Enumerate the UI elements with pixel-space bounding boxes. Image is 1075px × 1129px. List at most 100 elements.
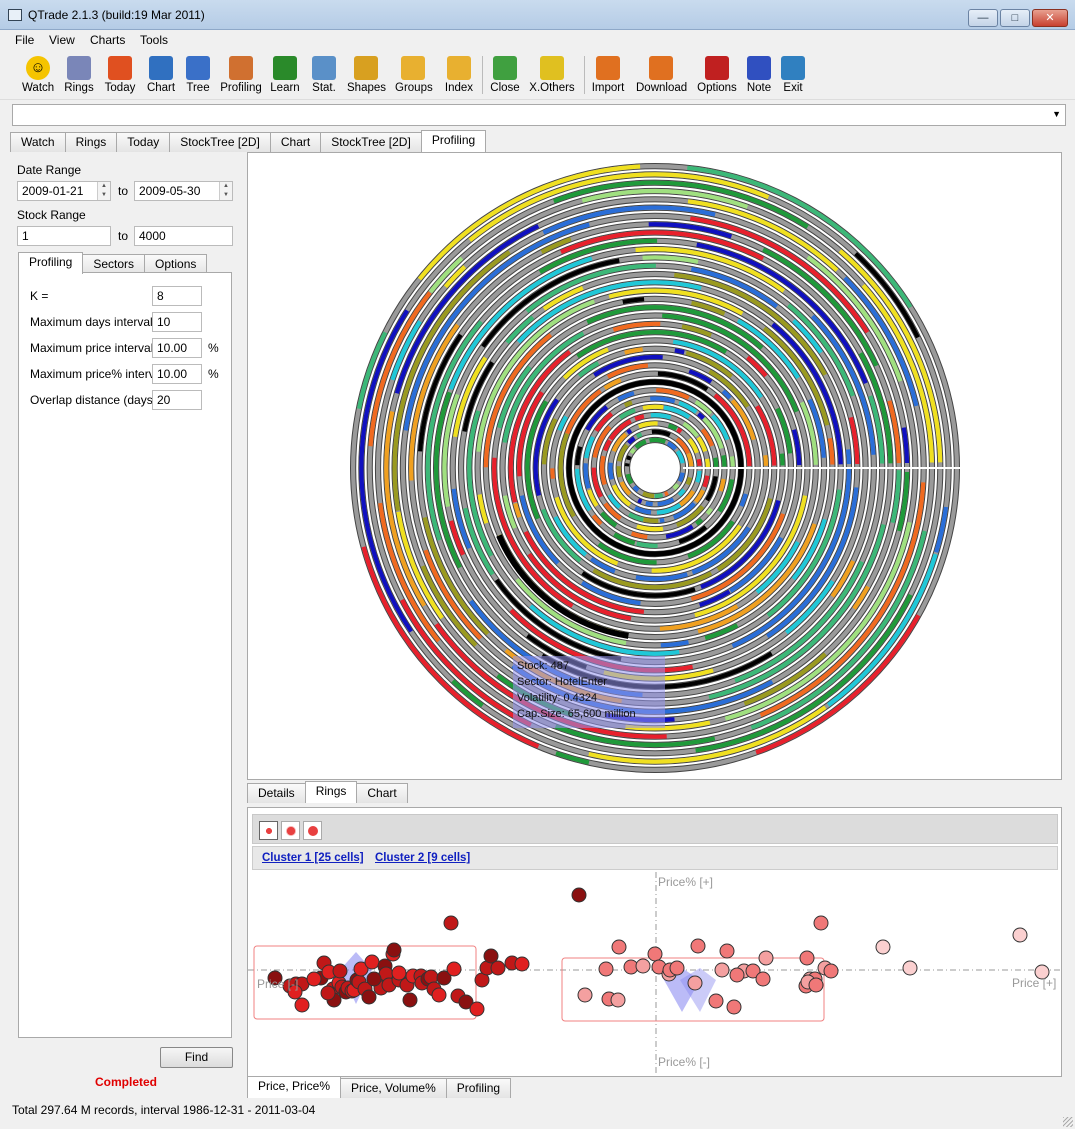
lower-tab-rings[interactable]: Rings	[304, 781, 358, 803]
ring-segment[interactable]	[453, 356, 488, 438]
ring-segment[interactable]	[629, 447, 636, 455]
ring-segment[interactable]	[467, 410, 494, 557]
ring-segment[interactable]	[607, 493, 622, 509]
ring-segment[interactable]	[442, 393, 460, 507]
shapes-toolbar-button[interactable]: Shapes	[347, 56, 386, 98]
ring-segment[interactable]	[645, 501, 653, 507]
ring-segment[interactable]	[575, 468, 592, 512]
ring-segment[interactable]	[694, 495, 808, 618]
ring-segment[interactable]	[635, 247, 786, 293]
ring-segment[interactable]	[628, 512, 644, 522]
cluster-2-point[interactable]	[758, 950, 774, 966]
ring-segment[interactable]	[581, 571, 696, 598]
ring-segment[interactable]	[554, 496, 619, 566]
ring-segment[interactable]	[674, 348, 685, 355]
tab-stocktree-2d[interactable]: StockTree [2D]	[320, 132, 422, 152]
ring-segment[interactable]	[651, 524, 742, 573]
close-toolbar-button[interactable]: Close	[489, 56, 521, 98]
lower-tab-chart[interactable]: Chart	[356, 783, 408, 803]
ring-segment[interactable]	[766, 489, 842, 618]
ring-segment[interactable]	[505, 315, 535, 344]
ring-segment[interactable]	[594, 411, 614, 433]
ring-segment[interactable]	[635, 572, 688, 582]
ring-segment[interactable]	[730, 399, 756, 441]
ring-segment[interactable]	[608, 462, 614, 480]
cluster-1-link[interactable]: Cluster 1 [25 cells]	[262, 852, 364, 864]
ring-segment[interactable]	[678, 400, 698, 414]
ring-segment[interactable]	[656, 503, 682, 515]
ring-segment[interactable]	[659, 604, 739, 631]
ring-segment[interactable]	[690, 513, 785, 601]
ring-segment[interactable]	[583, 463, 591, 489]
tab-watch[interactable]: Watch	[10, 132, 66, 152]
ring-segment[interactable]	[667, 423, 678, 431]
ring-segment[interactable]	[755, 541, 800, 594]
cluster-2-point[interactable]	[687, 975, 703, 991]
ring-segment[interactable]	[687, 520, 735, 559]
subtab-sectors[interactable]: Sectors	[82, 254, 146, 274]
ring-segment[interactable]	[576, 330, 728, 359]
ring-segment[interactable]	[553, 180, 809, 229]
ring-segment[interactable]	[603, 378, 622, 390]
ring-segment[interactable]	[451, 488, 472, 550]
ring-segment[interactable]	[529, 604, 680, 656]
ring-segment[interactable]	[384, 411, 427, 607]
ring-segment[interactable]	[642, 491, 655, 499]
ring-segment[interactable]	[624, 347, 643, 355]
ring-segment[interactable]	[690, 266, 779, 309]
ring-segment[interactable]	[664, 491, 669, 497]
ring-segment[interactable]	[565, 389, 602, 435]
cluster-1-point[interactable]	[364, 954, 380, 970]
date-from-field[interactable]: 2009-01-21 ▲ ▼	[17, 181, 111, 201]
ring-segment[interactable]	[711, 414, 730, 441]
ring-segment[interactable]	[616, 466, 622, 478]
ring-segment[interactable]	[691, 300, 726, 316]
ring-segment[interactable]	[613, 532, 636, 546]
ring-segment[interactable]	[494, 578, 622, 662]
ring-segment[interactable]	[588, 705, 827, 764]
ring-segment[interactable]	[542, 418, 558, 465]
ring-segment[interactable]	[589, 557, 616, 574]
ring-segment[interactable]	[462, 361, 495, 432]
ring-segment[interactable]	[392, 250, 511, 511]
ring-segment[interactable]	[705, 476, 718, 502]
ring-segment[interactable]	[674, 272, 827, 376]
ring-segment[interactable]	[696, 436, 708, 453]
cluster-1-point[interactable]	[287, 984, 303, 1000]
ring-segment[interactable]	[606, 363, 649, 379]
ring-segment[interactable]	[696, 458, 702, 467]
ring-segment[interactable]	[519, 495, 560, 565]
cluster-view-solid-icon[interactable]	[303, 821, 322, 840]
cluster-2-point[interactable]	[635, 958, 651, 974]
ring-segment[interactable]	[799, 401, 818, 465]
ring-segment[interactable]	[542, 205, 716, 235]
ring-segment[interactable]	[603, 439, 612, 452]
ring-segment[interactable]	[861, 283, 934, 463]
ring-segment[interactable]	[508, 350, 572, 503]
ring-segment[interactable]	[666, 441, 678, 451]
ring-segment[interactable]	[451, 679, 484, 708]
ring-segment[interactable]	[718, 478, 726, 492]
ring-segment[interactable]	[695, 593, 913, 753]
ring-segment[interactable]	[597, 542, 657, 565]
cluster-1-point[interactable]	[483, 948, 499, 964]
cluster-2-point[interactable]	[729, 967, 745, 983]
ring-segment[interactable]	[687, 438, 699, 454]
ring-segment[interactable]	[934, 506, 949, 553]
ring-segment[interactable]	[734, 560, 864, 683]
cluster-2-point[interactable]	[813, 915, 829, 931]
ring-segment[interactable]	[685, 350, 733, 379]
ring-segment[interactable]	[729, 536, 784, 593]
ring-segment[interactable]	[515, 577, 627, 646]
ring-segment[interactable]	[560, 230, 765, 261]
ring-segment[interactable]	[721, 455, 727, 467]
ring-segment[interactable]	[541, 508, 582, 563]
ring-segment[interactable]	[449, 520, 466, 556]
ring-segment[interactable]	[533, 398, 559, 496]
ring-segment[interactable]	[560, 433, 569, 451]
ring-segment[interactable]	[755, 405, 777, 466]
ring-segment[interactable]	[390, 320, 422, 381]
ring-segment[interactable]	[791, 518, 827, 581]
cluster-1-point[interactable]	[446, 961, 462, 977]
ring-segment[interactable]	[418, 333, 463, 452]
